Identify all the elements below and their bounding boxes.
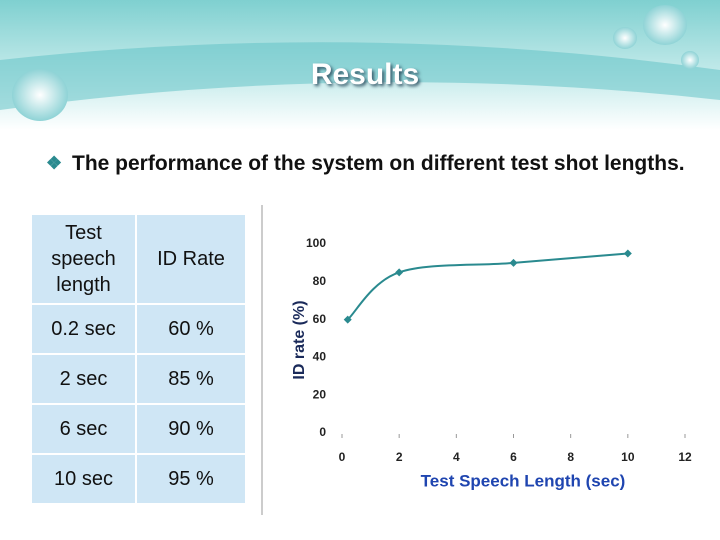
table-row: 6 sec 90 % <box>30 403 247 455</box>
y-tick-label: 20 <box>313 387 327 401</box>
bubble <box>613 27 637 49</box>
data-point <box>509 258 518 267</box>
x-tick-label: 0 <box>339 450 346 464</box>
y-tick-label: 40 <box>313 350 327 364</box>
header-cell: ID Rate <box>135 213 247 305</box>
cell: 6 sec <box>30 403 137 455</box>
bullet: ❖ The performance of the system on differ… <box>46 150 692 177</box>
table-row: 10 sec 95 % <box>30 453 247 505</box>
results-table: Test speech length ID Rate 0.2 sec 60 % 2… <box>30 213 247 505</box>
y-axis-label: ID rate (%) <box>291 300 308 379</box>
table-row: 2 sec 85 % <box>30 353 247 405</box>
bubble <box>643 5 687 45</box>
cell: 90 % <box>135 403 247 455</box>
data-line <box>347 252 628 321</box>
bullet-icon: ❖ <box>46 153 63 173</box>
data-point <box>623 249 632 258</box>
x-tick-label: 8 <box>567 450 574 464</box>
data-point <box>343 315 352 324</box>
x-tick-label: 10 <box>621 450 635 464</box>
x-tick-label: 6 <box>510 450 517 464</box>
table-header: Test speech length ID Rate <box>30 213 247 305</box>
data-point <box>395 268 404 277</box>
header-cell: Test speech length <box>30 213 137 305</box>
bubble <box>681 51 699 69</box>
cell: 60 % <box>135 303 247 355</box>
chart: 0 20 40 60 80 100 0 2 4 6 8 10 12 ID rate (%) Test Spe… <box>291 236 692 490</box>
cell: 10 sec <box>30 453 137 505</box>
header-wave <box>0 42 720 110</box>
x-tick-label: 2 <box>396 450 403 464</box>
y-tick-label: 60 <box>313 312 327 326</box>
bullet-text: The performance of the system on differe… <box>72 152 685 175</box>
table-row: 0.2 sec 60 % <box>30 303 247 355</box>
x-tick-label: 4 <box>453 450 460 464</box>
cell: 85 % <box>135 353 247 405</box>
cell: 2 sec <box>30 353 137 405</box>
cell: 95 % <box>135 453 247 505</box>
x-axis-label: Test Speech Length (sec) <box>421 471 626 490</box>
slide-title: Results <box>310 58 420 91</box>
y-tick-label: 100 <box>306 236 326 250</box>
bubble <box>12 69 68 121</box>
cell: 0.2 sec <box>30 303 137 355</box>
x-tick-label: 12 <box>678 450 692 464</box>
y-tick-label: 0 <box>319 425 326 439</box>
y-tick-label: 80 <box>313 274 327 288</box>
